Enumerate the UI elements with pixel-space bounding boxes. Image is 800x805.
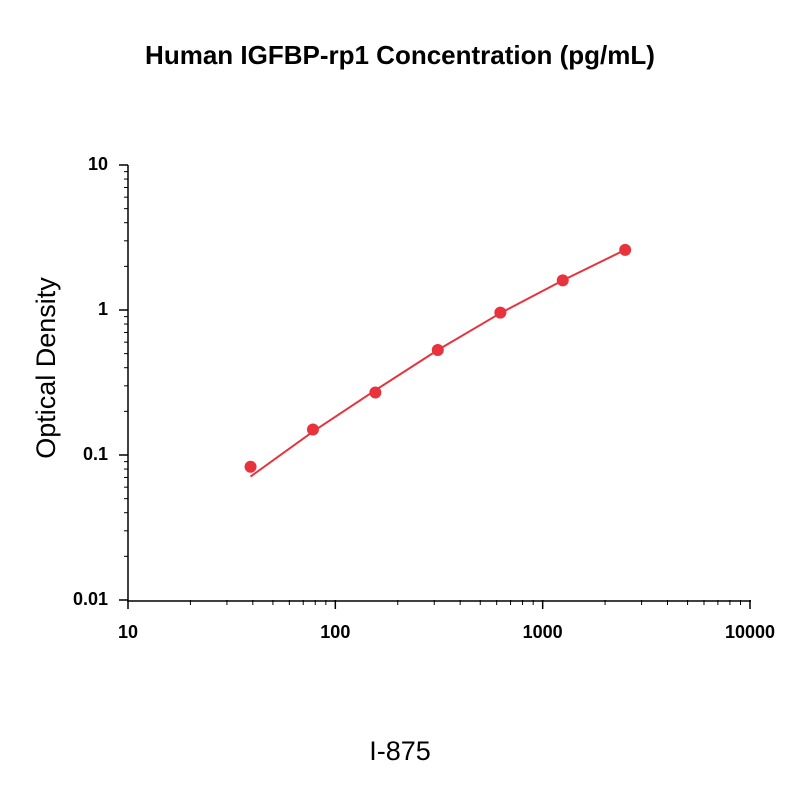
y-tick-label: 10 (88, 154, 108, 174)
x-tick-label: 100 (320, 622, 350, 642)
y-tick-label: 1 (98, 299, 108, 319)
y-tick-label: 0.1 (83, 444, 108, 464)
footer-label: I-875 (369, 736, 431, 766)
data-point (369, 386, 382, 399)
x-tick-label: 10000 (725, 622, 775, 642)
data-point (494, 306, 507, 319)
y-axis-label: Optical Density (31, 277, 61, 459)
x-tick-label: 1000 (523, 622, 563, 642)
x-tick-label: 10 (118, 622, 138, 642)
data-point (431, 343, 444, 356)
data-point (556, 274, 569, 287)
data-point (619, 243, 632, 256)
y-tick-label: 0.01 (73, 589, 108, 609)
data-point (244, 460, 257, 473)
fit-curve (249, 248, 626, 478)
data-point (306, 423, 319, 436)
chart-title: Human IGFBP-rp1 Concentration (pg/mL) (145, 40, 655, 70)
